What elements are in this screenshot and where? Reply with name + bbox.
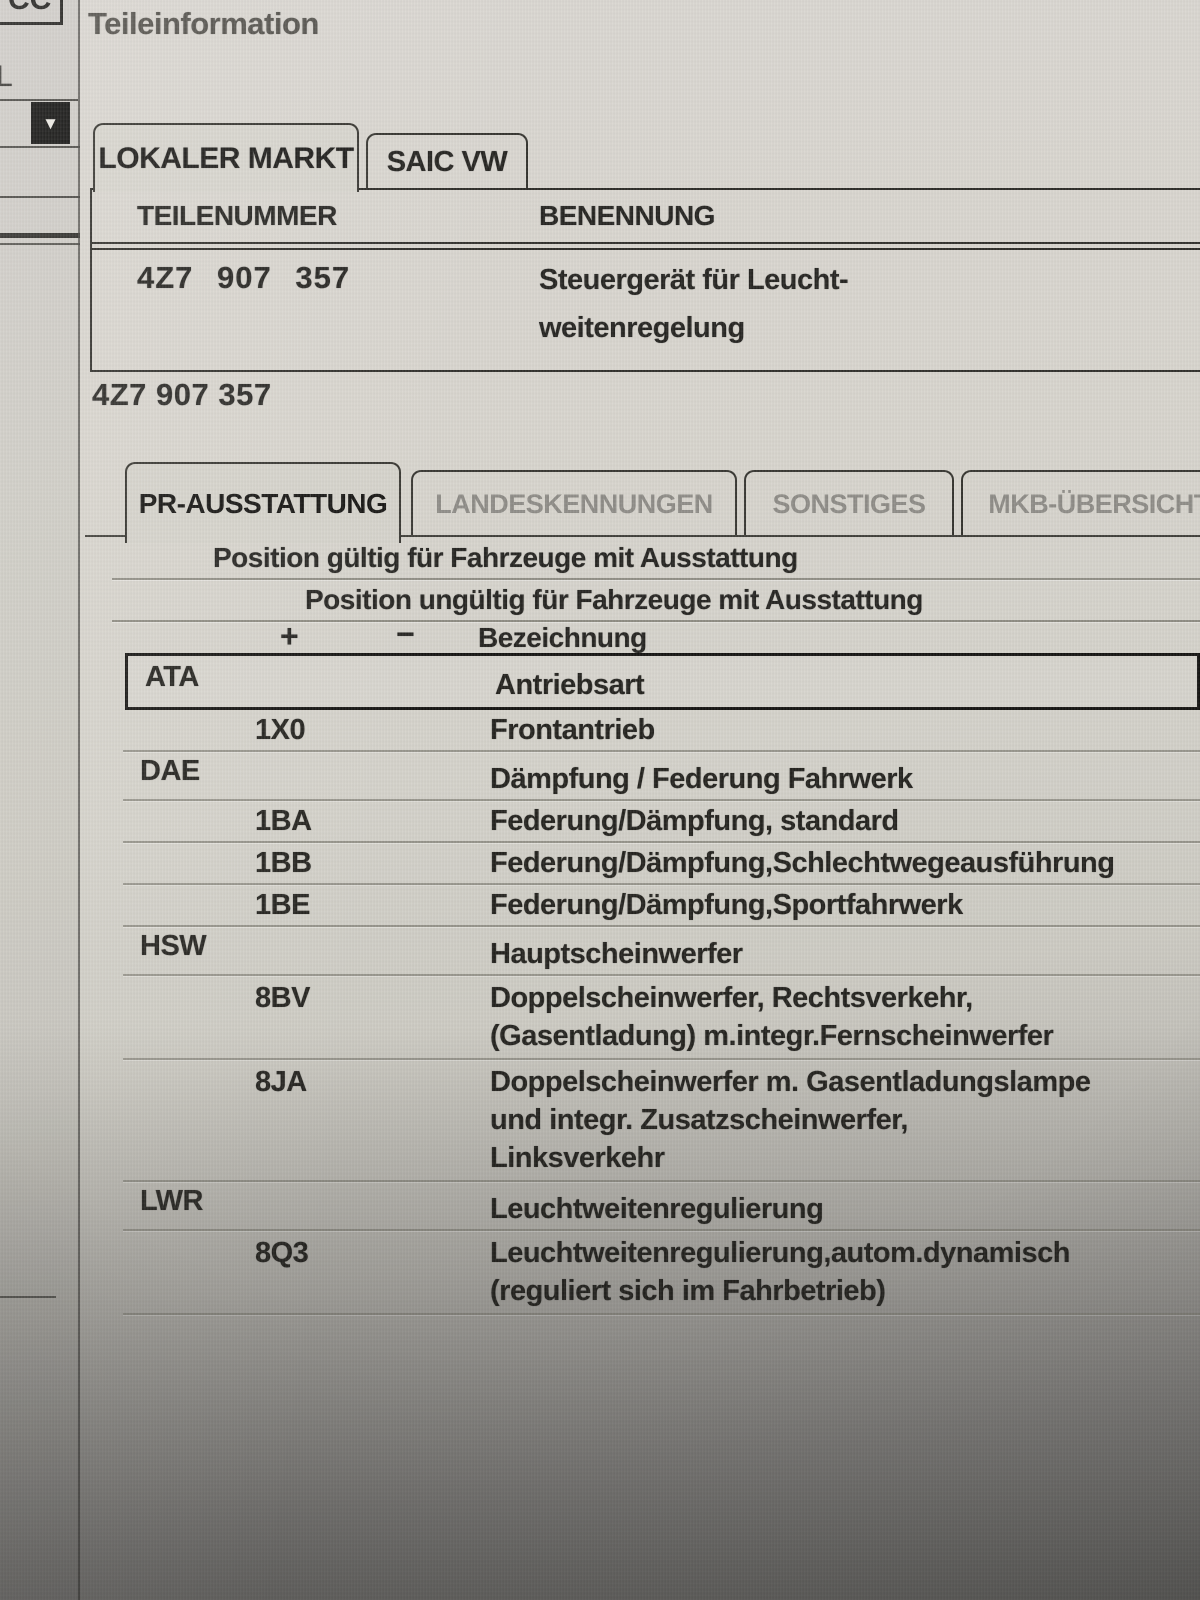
pr-row-1be[interactable]: 1BE Federung/Dämpfung,Sportfahrwerk	[123, 885, 1200, 927]
part-table: TEILENUMMER BENENNUNG 4Z7 907 357 Steuer…	[90, 188, 1200, 372]
part-name-cell: Steuergerät für Leucht- weitenregelung	[539, 256, 849, 352]
legend-line	[112, 578, 1200, 580]
legend-invalid: Position ungültig für Fahrzeuge mit Auss…	[305, 584, 923, 615]
tab-saic-vw[interactable]: SAIC VW	[366, 133, 528, 190]
column-header-plus: +	[280, 618, 299, 654]
description-line: und integr. Zusatzscheinwerfer,	[490, 1104, 909, 1136]
tab-label: SAIC VW	[386, 146, 508, 178]
description-cell: Federung/Dämpfung, standard	[490, 805, 899, 837]
tab-baseline	[85, 535, 1200, 537]
code-cell	[238, 1182, 473, 1229]
tab-sonstiges[interactable]: SONSTIGES	[744, 470, 954, 537]
group-code-cell	[123, 843, 238, 883]
dropdown-arrow-icon: ▼	[42, 113, 59, 133]
tab-pr-ausstattung[interactable]: PR-AUSSTATTUNG	[125, 462, 401, 543]
group-code-cell	[123, 710, 238, 750]
description-cell: Leuchtweitenregulierung	[490, 1193, 824, 1225]
background-window-label: L	[0, 60, 13, 93]
window-edge-divider	[78, 0, 80, 1600]
description-cell: Doppelscheinwerfer m. Gasentladungslampe…	[473, 1060, 1200, 1180]
code-cell: 1BE	[255, 889, 310, 921]
code-cell: 1BA	[255, 805, 312, 837]
divider-line	[0, 99, 78, 101]
code-cell: 8BV	[255, 982, 310, 1014]
code-cell: 8Q3	[255, 1237, 309, 1269]
description-line: (reguliert sich im Fahrbetrieb)	[490, 1275, 886, 1307]
description-cell: Frontantrieb	[490, 714, 655, 746]
divider-line	[0, 146, 80, 148]
code-cell	[238, 752, 473, 799]
group-code-cell: LWR	[140, 1185, 203, 1217]
column-header-minus: −	[396, 616, 415, 652]
tab-label: PR-AUSSTATTUNG	[138, 487, 388, 519]
tab-label: SONSTIGES	[772, 489, 926, 519]
divider-line	[0, 243, 80, 245]
tab-label: LANDESKENNUNGEN	[435, 489, 713, 519]
description-line: (Gasentladung) m.integr.Fernscheinwerfer	[490, 1020, 1054, 1052]
dialog-title: Teileinformation	[88, 6, 319, 41]
divider-line	[0, 1296, 56, 1298]
description-line: Doppelscheinwerfer m. Gasentladungslampe	[490, 1066, 1091, 1098]
description-cell: Doppelscheinwerfer, Rechtsverkehr, (Gase…	[473, 976, 1200, 1058]
group-code-cell: ATA	[145, 661, 199, 693]
code-cell: 8JA	[255, 1066, 307, 1098]
description-cell: Federung/Dämpfung,Sportfahrwerk	[490, 889, 963, 921]
group-code-cell: HSW	[140, 930, 207, 962]
column-header-bezeichnung: Bezeichnung	[478, 622, 647, 653]
description-cell: Dämpfung / Federung Fahrwerk	[490, 763, 913, 795]
group-code-cell: DAE	[140, 755, 200, 787]
pr-row-8bv[interactable]: 8BV Doppelscheinwerfer, Rechtsverkehr, (…	[123, 976, 1200, 1060]
pr-row-dae[interactable]: DAE Dämpfung / Federung Fahrwerk	[123, 752, 1200, 801]
part-name-line: weitenregelung	[539, 312, 745, 344]
part-table-header: TEILENUMMER BENENNUNG	[92, 190, 1200, 244]
divider-line-thick	[0, 233, 80, 238]
description-line: Leuchtweitenregulierung,autom.dynamisch	[490, 1237, 1070, 1269]
clipped-button-fragment: CC	[0, 0, 63, 25]
description-line: Linksverkehr	[490, 1142, 665, 1174]
pr-row-lwr[interactable]: LWR Leuchtweitenregulierung	[123, 1182, 1200, 1231]
pr-row-1x0[interactable]: 1X0 Frontantrieb	[123, 710, 1200, 752]
group-code-cell	[123, 885, 238, 925]
pr-row-hsw[interactable]: HSW Hauptscheinwerfer	[123, 927, 1200, 976]
dropdown-button[interactable]: ▼	[31, 102, 70, 144]
group-code-cell	[123, 801, 238, 841]
pr-row-8ja[interactable]: 8JA Doppelscheinwerfer m. Gasentladungsl…	[123, 1060, 1200, 1182]
description-cell: Hauptscheinwerfer	[490, 938, 743, 970]
pr-row-ata-selected[interactable]: ATA Antriebsart	[125, 653, 1200, 710]
group-code-cell	[123, 1060, 238, 1180]
tab-label: MKB-ÜBERSICHT	[988, 489, 1200, 519]
code-cell	[243, 656, 478, 707]
tab-mkb-uebersicht[interactable]: MKB-ÜBERSICHT	[961, 470, 1200, 537]
pr-row-1ba[interactable]: 1BA Federung/Dämpfung, standard	[123, 801, 1200, 843]
selected-part-number: 4Z7 907 357	[92, 377, 272, 412]
divider-line	[0, 196, 80, 198]
code-cell: 1BB	[255, 847, 312, 879]
column-header-teilenummer: TEILENUMMER	[137, 200, 337, 231]
legend-line	[112, 620, 1200, 622]
description-cell: Federung/Dämpfung,Schlechtwegeausführung	[490, 847, 1115, 879]
pr-row-1bb[interactable]: 1BB Federung/Dämpfung,Schlechtwegeausfüh…	[123, 843, 1200, 885]
description-cell: Leuchtweitenregulierung,autom.dynamisch …	[473, 1231, 1200, 1313]
tab-lokaler-markt[interactable]: LOKALER MARKT	[93, 123, 359, 192]
pr-row-8q3[interactable]: 8Q3 Leuchtweitenregulierung,autom.dynami…	[123, 1231, 1200, 1315]
column-header-benennung: BENENNUNG	[539, 200, 715, 231]
description-line: Doppelscheinwerfer, Rechtsverkehr,	[490, 982, 973, 1014]
description-cell: Antriebsart	[495, 669, 645, 701]
clipped-button-label: CC	[8, 0, 51, 16]
header-double-line	[92, 248, 1200, 250]
part-name-line: Steuergerät für Leucht-	[539, 264, 849, 296]
legend-valid: Position gültig für Fahrzeuge mit Aussta…	[213, 542, 798, 573]
group-code-cell	[123, 1231, 238, 1313]
part-number-cell: 4Z7 907 357	[137, 260, 351, 295]
pr-equipment-table: ATA Antriebsart 1X0 Frontantrieb DAE Däm…	[123, 653, 1200, 1315]
tab-label: LOKALER MARKT	[98, 141, 354, 175]
group-code-cell	[123, 976, 238, 1058]
background-window-strip	[0, 0, 80, 1600]
code-cell	[238, 927, 473, 974]
code-cell: 1X0	[255, 714, 306, 746]
tab-landeskennungen[interactable]: LANDESKENNUNGEN	[411, 470, 737, 537]
